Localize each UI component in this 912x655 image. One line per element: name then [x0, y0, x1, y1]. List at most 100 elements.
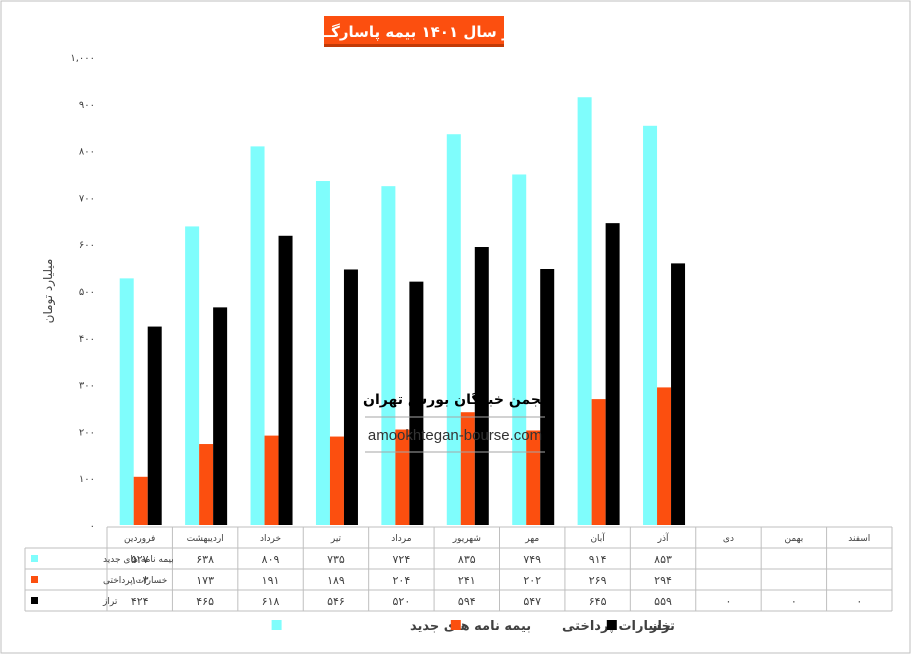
y-tick-label: ۱۰۰	[79, 474, 95, 485]
data-label: ۰	[725, 595, 731, 608]
category-label: اسفند	[848, 534, 870, 544]
data-label: ۷۲۴	[393, 553, 411, 566]
data-label: ۶۳۸	[196, 553, 214, 566]
data-label: ۹۱۴	[589, 553, 607, 566]
chart-title: تراز سال ۱۴۰۱ بیمه پاسارگــــاد	[297, 23, 530, 42]
y-tick-label: ۱,۰۰۰	[70, 53, 95, 64]
y-tick-label: ۹۰۰	[79, 100, 95, 111]
table-series-name: تراز	[102, 597, 118, 607]
bar-series-3	[540, 269, 555, 525]
y-tick-label: ۰	[90, 521, 95, 532]
category-label: آذر	[657, 532, 669, 544]
bar-series-2	[657, 387, 672, 525]
legend-key	[606, 620, 617, 630]
bar-series-3	[605, 223, 620, 525]
y-tick-label: ۵۰۰	[79, 287, 95, 298]
data-label: ۵۴۶	[327, 595, 345, 608]
data-label: ۲۹۴	[654, 574, 672, 587]
data-label: ۵۵۹	[654, 595, 672, 608]
bar-series-2	[264, 435, 279, 525]
y-tick-label: ۷۰۰	[79, 193, 95, 204]
legend-key	[271, 620, 282, 630]
data-label: ۶۴۵	[589, 595, 607, 608]
data-label: ۲۰۲	[523, 574, 541, 587]
data-label: ۴۲۴	[131, 595, 149, 608]
y-tick-label: ۸۰۰	[79, 147, 95, 158]
category-label: آبان	[590, 532, 605, 544]
y-tick-label: ۶۰۰	[79, 240, 95, 251]
data-label: ۶۱۸	[262, 595, 280, 608]
bar-series-3	[147, 326, 162, 525]
data-label: ۱۰۳	[131, 574, 149, 587]
category-label: تیر	[330, 534, 342, 544]
bar-series-1	[185, 226, 200, 525]
bar-series-1	[250, 146, 265, 525]
legend-label: تراز	[649, 619, 675, 634]
bar-series-1	[643, 125, 658, 526]
bar-series-2	[591, 399, 606, 525]
y-tick-label: ۳۰۰	[79, 381, 95, 392]
data-label: ۵۴۷	[523, 595, 541, 608]
data-label: ۵۲۰	[393, 595, 411, 608]
data-label: ۸۳۵	[458, 553, 476, 566]
bar-series-3	[278, 235, 293, 525]
category-label: مرداد	[391, 534, 411, 544]
bar-series-1	[315, 181, 330, 525]
data-label: ۱۷۳	[196, 574, 214, 587]
category-label: خرداد	[260, 534, 281, 544]
category-label: مهر	[524, 534, 539, 544]
bar-series-3	[409, 281, 424, 525]
data-label: ۸۰۹	[262, 553, 280, 566]
data-label: ۰	[856, 595, 862, 608]
bar-series-3	[343, 269, 358, 525]
title-box	[324, 16, 504, 46]
bar-series-1	[119, 278, 134, 525]
table-legend-key	[31, 597, 38, 604]
table-legend-key	[31, 555, 38, 562]
data-label: ۵۲۷	[131, 553, 149, 566]
bar-series-1	[381, 186, 396, 525]
bar-series-2	[395, 429, 410, 525]
y-tick-label: ۲۰۰	[79, 427, 95, 438]
data-label: ۴۶۵	[196, 595, 214, 608]
bar-series-2	[133, 476, 148, 525]
data-label: ۷۳۵	[327, 553, 345, 566]
bar-series-1	[446, 134, 461, 525]
data-label: ۲۶۹	[589, 574, 607, 587]
data-label: ۸۵۳	[654, 553, 672, 566]
legend-label: بیمه نامه های جدید	[410, 619, 531, 634]
data-label: ۷۴۹	[523, 553, 541, 566]
bar-series-2	[526, 430, 541, 525]
category-label: اردیبهشت	[187, 534, 224, 544]
bar-series-3	[213, 307, 228, 525]
bar-series-2	[329, 436, 344, 525]
table-series-name: بیمه نامه های جدید	[103, 555, 174, 565]
data-label: ۱۸۹	[327, 574, 345, 587]
watermark-url: amookhtegan-bourse.com	[368, 427, 542, 444]
bar-series-2	[460, 412, 475, 525]
bar-series-1	[577, 97, 592, 526]
bar-series-2	[199, 444, 214, 525]
legend-key	[450, 620, 461, 630]
table-series-name: خسارات پرداختی	[103, 576, 167, 586]
data-label: ۰	[791, 595, 797, 608]
data-label: ۲۴۱	[458, 574, 476, 587]
data-label: ۱۹۱	[262, 574, 280, 587]
bar-series-3	[671, 263, 686, 525]
title-box-shadow	[324, 44, 504, 47]
y-axis-label: میلیارد تومان	[41, 259, 56, 324]
data-label: ۵۹۴	[458, 595, 476, 608]
bar-series-1	[512, 174, 527, 525]
bar-series-3	[474, 247, 489, 525]
category-label: شهریور	[452, 534, 481, 544]
y-tick-label: ۴۰۰	[79, 334, 95, 345]
watermark-title: انجمن خبرگان بورس تهران	[363, 391, 551, 408]
data-label: ۲۰۴	[393, 574, 411, 587]
category-label: بهمن	[785, 534, 804, 544]
table-legend-key	[31, 576, 38, 583]
category-label: فروردین	[124, 534, 155, 544]
category-label: دی	[723, 534, 734, 544]
